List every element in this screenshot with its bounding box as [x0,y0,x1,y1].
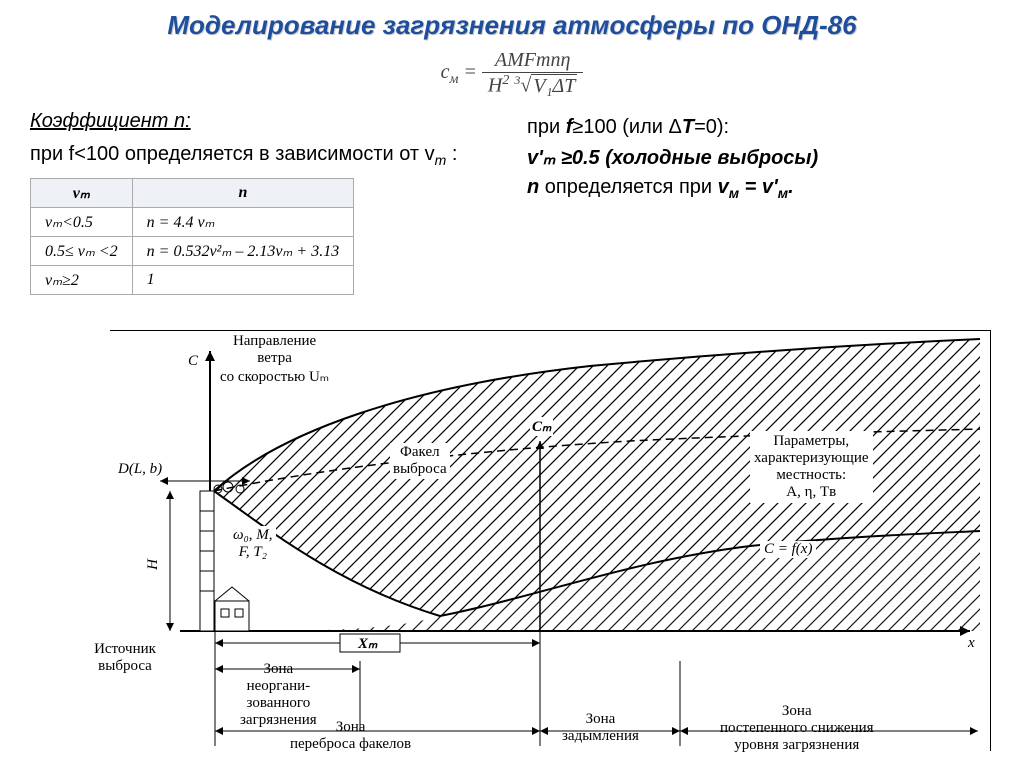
x-axis-label: x [968,635,975,652]
main-formula: cм = AMFmnη H2 3√V₁ΔT [0,49,1024,98]
xm-label: Xₘ [358,634,377,653]
condition-left: при f<100 определяется в зависимости от … [30,143,497,168]
h-label: H [145,559,162,570]
stack-params-label: ω₀, M, F, T₂ [230,526,276,562]
condition-right-2: v'ₘ ≥0.5 (холодные выбросы) [527,145,994,170]
plume-label: Факел выброса [390,443,450,479]
c-axis-label: C [188,353,198,370]
d-label: D(L, b) [118,461,162,478]
page-title: Моделирование загрязнения атмосферы по О… [0,0,1024,45]
dispersion-diagram: Направление ветра со скоростью Uₘ C D(L,… [110,330,991,751]
table-row: vₘ<0.5n = 4.4 vₘ [31,207,354,236]
coefficient-table: vₘ n vₘ<0.5n = 4.4 vₘ 0.5≤ vₘ <2n = 0.53… [30,178,354,295]
table-header: vₘ [31,178,133,207]
source-label: Источник выброса [50,641,200,675]
coef-heading: Коэффициент n: [30,110,497,133]
cfx-label: C = f(x) [760,541,816,558]
zone3-label: Зона задымления [562,711,639,745]
condition-right-3: n определяется при vм = v'м. [527,176,994,201]
condition-right-1: при f≥100 (или ΔT=0): [527,116,994,139]
terrain-params-label: Параметры, характеризующие местность: A,… [750,431,873,503]
table-header: n [132,178,354,207]
table-row: vₘ≥21 [31,265,354,294]
cm-label: Cₘ [530,417,553,436]
zone4-label: Зона постепенного снижения уровня загряз… [720,703,874,754]
table-row: 0.5≤ vₘ <2n = 0.532v²ₘ – 2.13vₘ + 3.13 [31,236,354,265]
wind-label: Направление ветра со скоростью Uₘ [220,333,329,386]
zone2-label: Зона переброса факелов [290,719,411,753]
